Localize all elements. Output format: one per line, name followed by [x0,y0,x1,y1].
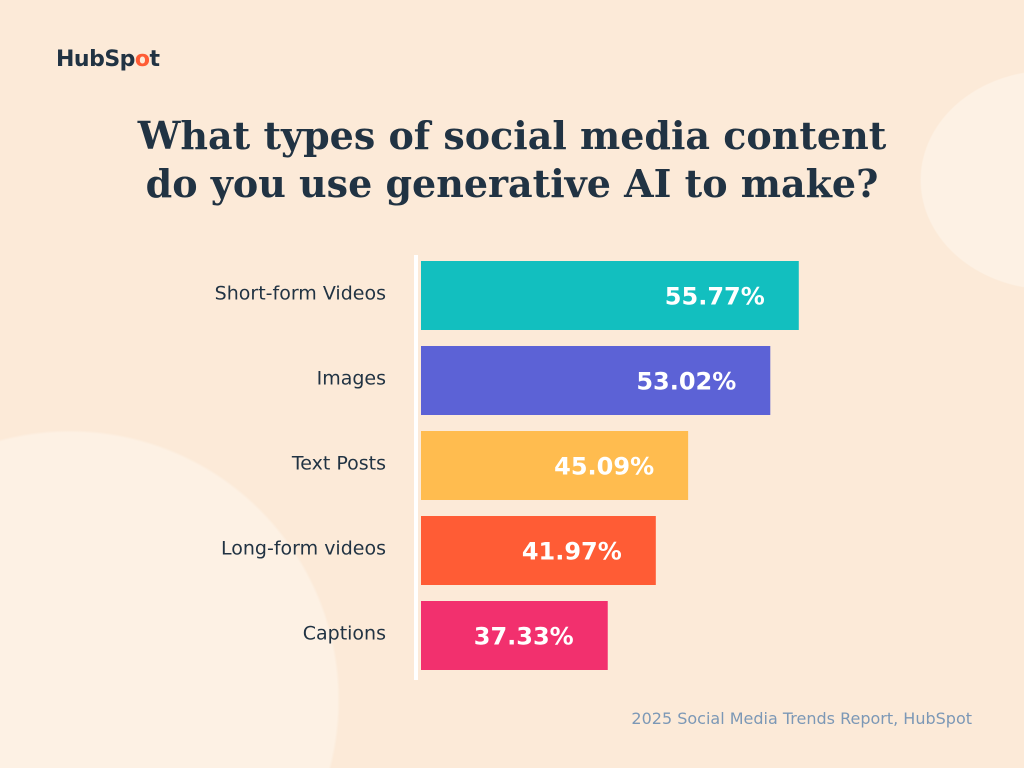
hubspot-logo: HubSpot [56,47,160,72]
value-label: 37.33% [474,623,574,651]
chart-title: What types of social media content do yo… [0,112,1024,208]
category-label: Text Posts [291,453,386,475]
title-line: do you use generative AI to make? [145,161,879,206]
category-label: Long-form videos [221,538,386,560]
category-label: Short-form Videos [215,283,386,305]
value-label: 53.02% [636,368,736,396]
value-label: 55.77% [665,283,765,311]
bar [421,261,799,330]
title-line: What types of social media content [137,113,887,158]
bar [421,601,608,670]
category-label: Captions [303,623,386,645]
source-caption: 2025 Social Media Trends Report, HubSpot [631,709,972,728]
value-label: 41.97% [522,538,622,566]
bar [421,516,656,585]
bar [421,431,689,500]
value-label: 45.09% [554,453,654,481]
bar [421,346,771,415]
category-label: Images [317,368,386,390]
axis-line [414,255,418,680]
